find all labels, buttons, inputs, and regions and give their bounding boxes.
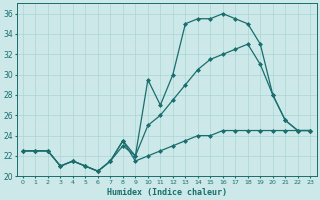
- X-axis label: Humidex (Indice chaleur): Humidex (Indice chaleur): [107, 188, 227, 197]
